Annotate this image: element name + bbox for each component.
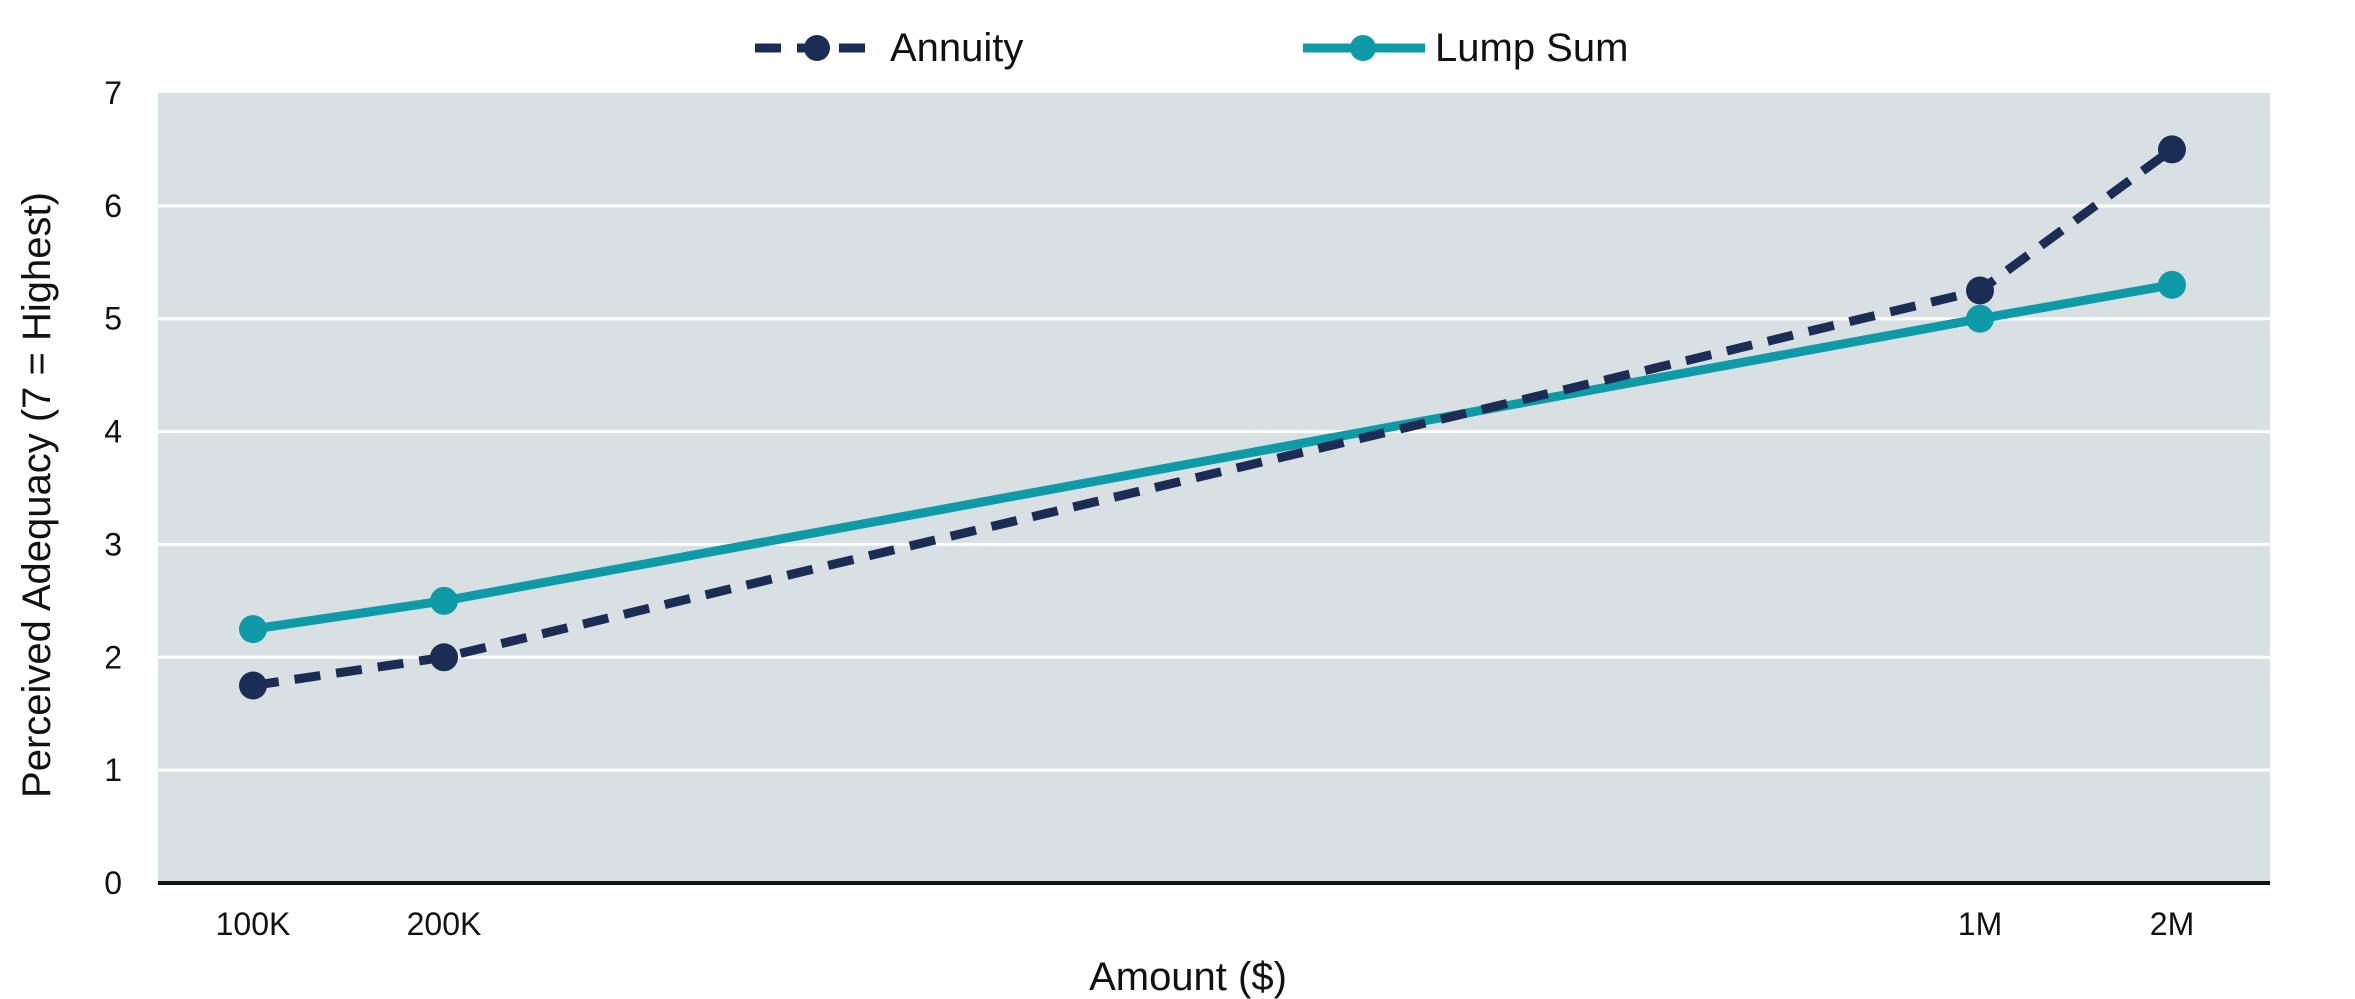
- data-point: [2158, 135, 2186, 164]
- x-tick-label: 2M: [2150, 906, 2194, 942]
- x-tick-label: 200K: [407, 906, 482, 942]
- legend-marker: [804, 35, 830, 61]
- legend: Annuity Lump Sum: [755, 26, 1628, 70]
- y-axis-title: Perceived Adequacy (7 = Highest): [15, 192, 59, 798]
- data-point: [1966, 276, 1994, 305]
- legend-marker: [1350, 35, 1376, 61]
- series-annuity: [239, 135, 2186, 700]
- x-tick-label: 100K: [216, 906, 291, 942]
- y-tick-label: 1: [104, 752, 122, 788]
- y-tick-label: 0: [104, 865, 122, 901]
- y-axis-ticks: 0 1 2 3 4 5 6 7: [104, 75, 122, 901]
- y-tick-label: 7: [104, 75, 122, 111]
- series-group: [239, 135, 2186, 700]
- data-point: [239, 615, 267, 644]
- y-tick-label: 3: [104, 526, 122, 562]
- y-tick-label: 5: [104, 301, 122, 337]
- x-tick-label: 1M: [1958, 906, 2002, 942]
- y-tick-label: 4: [104, 414, 122, 450]
- data-point: [2158, 270, 2186, 299]
- legend-label: Lump Sum: [1435, 26, 1628, 70]
- legend-label: Annuity: [890, 26, 1023, 70]
- data-point: [1966, 304, 1994, 333]
- y-tick-label: 6: [104, 188, 122, 224]
- gridlines: [158, 204, 2270, 772]
- x-axis-ticks: 100K 200K 1M 2M: [216, 906, 2195, 942]
- plot-area: [158, 93, 2270, 883]
- series-lump-sum: [239, 270, 2186, 644]
- y-tick-label: 2: [104, 639, 122, 675]
- x-axis-title: Amount ($): [1089, 955, 1287, 999]
- data-point: [430, 643, 458, 672]
- legend-item-annuity: Annuity: [755, 26, 1023, 70]
- series-line: [252, 280, 2173, 634]
- series-line: [252, 145, 2175, 690]
- legend-item-lump-sum: Lump Sum: [1303, 26, 1628, 70]
- data-point: [430, 586, 458, 615]
- data-point: [239, 671, 267, 700]
